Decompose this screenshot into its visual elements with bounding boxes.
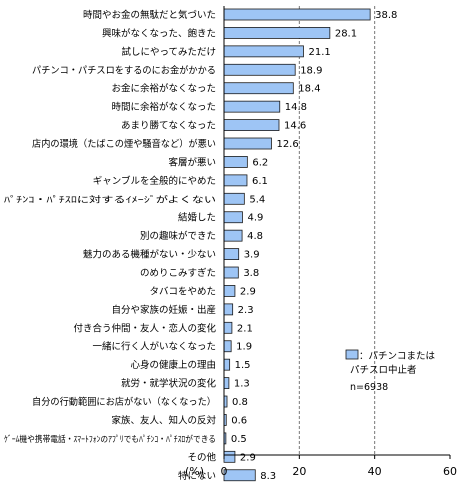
bar-1 — [223, 27, 331, 39]
bar-14 — [223, 266, 239, 279]
bar-17 — [223, 321, 233, 334]
category-label: のめりこみすぎた — [140, 267, 216, 279]
value-label: 2.9 — [240, 286, 256, 297]
category-label: 就労・就学状況の変化 — [121, 378, 217, 390]
value-label: 28.1 — [335, 28, 357, 39]
category-label: 客層が悪い — [168, 156, 216, 168]
bar-4 — [223, 82, 294, 95]
bar-11 — [223, 211, 243, 224]
bar-9 — [223, 174, 248, 187]
bar-15 — [223, 285, 236, 297]
category-label: 家族、友人、知人の反対 — [111, 414, 216, 426]
category-label: 時間やお金の無駄だと気づいた — [83, 9, 216, 21]
bar-10 — [223, 192, 245, 205]
bar-13 — [223, 248, 240, 260]
category-label: 特にない — [178, 470, 216, 482]
x-tick-label: 40 — [368, 465, 382, 478]
value-label: 38.8 — [375, 10, 397, 21]
value-label: 6.1 — [252, 176, 268, 187]
category-label: 時間に余裕がなくなった — [111, 101, 216, 113]
category-label: 試しにやってみただけ — [121, 46, 216, 58]
bar-19 — [223, 358, 231, 371]
value-label: 2.9 — [240, 452, 256, 463]
value-label: 4.9 — [247, 213, 263, 224]
bar-12 — [223, 229, 243, 242]
value-label: 2.1 — [237, 323, 253, 334]
value-label: 0.8 — [232, 397, 248, 408]
bar-8 — [223, 156, 248, 168]
bar-20 — [223, 377, 230, 390]
value-label: 1.3 — [234, 379, 250, 390]
bar-2 — [223, 45, 304, 58]
legend-text-line-1: パチスロ中止者 — [350, 364, 417, 376]
x-tick-label: 0 — [221, 465, 228, 478]
legend-swatch — [345, 349, 359, 360]
x-tick-label: 60 — [443, 465, 457, 478]
category-label: 付き合う仲間・友人・恋人の変化 — [73, 322, 216, 334]
value-label: 1.9 — [236, 342, 252, 353]
value-label: 14.6 — [284, 121, 306, 132]
category-label: タバコをやめた — [149, 286, 216, 297]
category-label: お金に余裕がなくなった — [111, 83, 216, 95]
category-label: 別の趣味ができた — [140, 230, 216, 242]
category-label: その他 — [187, 451, 216, 463]
bar-5 — [223, 100, 281, 113]
bar-3 — [223, 63, 296, 76]
value-label: 8.3 — [260, 471, 276, 482]
value-label: 18.9 — [300, 65, 322, 76]
value-label: 12.6 — [276, 139, 298, 150]
value-label: 21.1 — [308, 47, 330, 58]
legend-text-line-0: ：パチンコまたは — [359, 351, 436, 362]
bars-group: 時間やお金の無駄だと気づいた 38.8 興味がなくなった、飽きた 28.1 試しにやって… — [4, 8, 397, 482]
bar-0 — [223, 8, 371, 21]
bar-6 — [223, 119, 280, 131]
category-label: あまり勝てなくなった — [121, 120, 216, 132]
category-label: 心身の健康上の理由 — [130, 359, 216, 371]
category-label: 魅力のある機種がない・少ない — [83, 249, 216, 261]
value-label: 18.4 — [298, 84, 320, 95]
category-label: 結婚した — [178, 212, 216, 224]
bar-24 — [223, 450, 236, 463]
category-label: 一緒に行く人がいなくなった — [92, 341, 216, 353]
category-label: 店内の環境（たばこの煙や騒音など）が悪い — [32, 138, 216, 150]
bar-25 — [223, 469, 256, 482]
value-label: 0.6 — [231, 415, 247, 426]
bar-18 — [223, 340, 232, 353]
x-unit-label: (%) — [185, 465, 204, 478]
category-label: 興味がなくなった、飽きた — [102, 27, 216, 39]
legend-text-line-2: n=6938 — [350, 382, 388, 393]
value-label: 1.5 — [235, 360, 251, 371]
value-label: 5.4 — [249, 194, 265, 205]
value-label: 3.9 — [244, 250, 260, 261]
value-label: 0.5 — [231, 434, 247, 445]
category-label: ｹﾞｰﾑ機や携帯電話・ｽﾏｰﾄﾌｫﾝのｱﾌﾟﾘでもﾊﾟﾁﾝｺ・ﾊﾟﾁｽﾛができる — [4, 433, 216, 445]
x-tick-label: 20 — [292, 465, 306, 478]
category-label: 自分や家族の妊娠・出産 — [111, 304, 216, 316]
axes-group: 0 20 40 60 (%) — [185, 6, 457, 478]
category-label: 自分の行動範囲にお店がない（なくなった） — [32, 396, 216, 408]
category-label: パチンコ・パチスロをするのにお金がかかる — [32, 64, 216, 76]
value-label: 4.8 — [247, 231, 263, 242]
category-label: ﾊﾟﾁﾝｺ・ﾊﾟﾁｽﾛに対するｲﾒｰｼﾞがよくない — [4, 193, 216, 205]
category-label: ギャンブルを全般的にやめた — [93, 175, 216, 187]
value-label: 2.3 — [238, 305, 254, 316]
bar-16 — [223, 303, 234, 316]
bar-7 — [223, 137, 272, 150]
value-label: 3.8 — [243, 268, 259, 279]
value-label: 6.2 — [252, 157, 268, 168]
value-label: 14.8 — [285, 102, 307, 113]
